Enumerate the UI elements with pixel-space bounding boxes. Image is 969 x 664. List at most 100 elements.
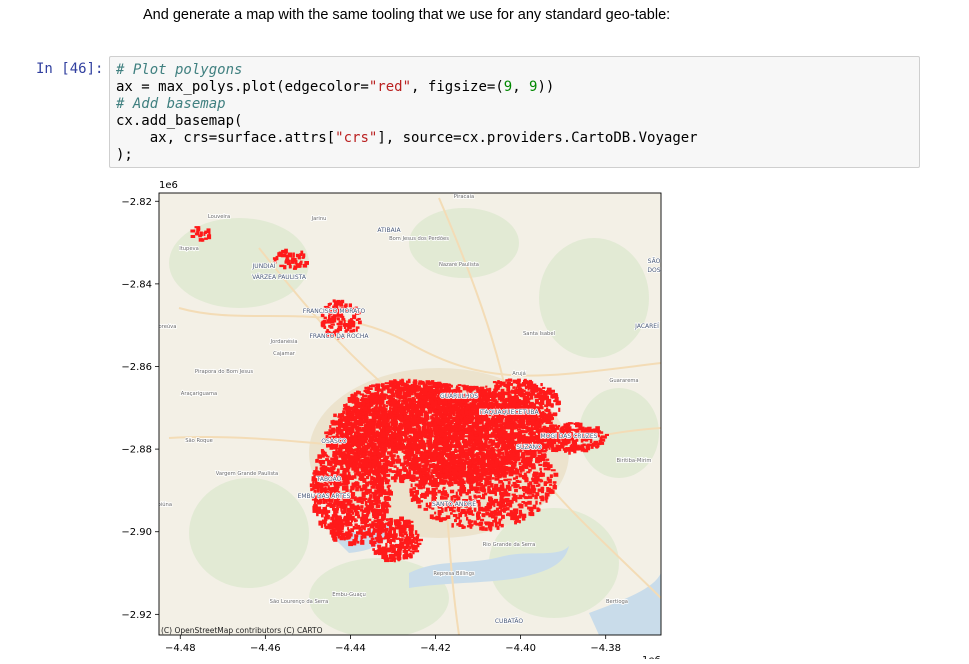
polygon	[495, 478, 500, 481]
polygon	[360, 488, 363, 492]
polygon	[347, 453, 350, 457]
polygon	[482, 433, 486, 438]
polygon	[354, 534, 358, 537]
polygon	[398, 433, 401, 435]
polygon	[528, 433, 532, 435]
polygon	[352, 396, 356, 399]
polygon	[414, 446, 417, 448]
polygon	[418, 505, 422, 509]
polygon	[493, 457, 495, 460]
green-area	[539, 238, 649, 358]
polygon	[439, 512, 442, 516]
polygon	[340, 466, 344, 471]
polygon	[418, 398, 421, 401]
code-editor[interactable]: # Plot polygons ax = max_polys.plot(edge…	[116, 62, 698, 164]
polygon	[375, 509, 378, 514]
polygon	[344, 459, 346, 463]
polygon	[338, 460, 342, 463]
polygon	[460, 459, 465, 461]
polygon	[359, 462, 361, 467]
code-token: ax, crs=surface.attrs[	[116, 130, 335, 146]
polygon	[328, 429, 332, 431]
polygon	[362, 460, 365, 465]
polygon	[367, 423, 370, 427]
polygon	[429, 464, 433, 468]
polygon	[504, 450, 506, 452]
polygon	[485, 527, 488, 531]
polygon	[467, 425, 472, 429]
polygon	[461, 418, 463, 421]
polygon	[343, 404, 347, 407]
polygon	[351, 518, 353, 523]
code-cell[interactable]: # Plot polygons ax = max_polys.plot(edge…	[109, 56, 920, 168]
polygon	[402, 443, 404, 445]
polygon	[361, 401, 363, 404]
polygon	[356, 448, 360, 452]
polygon	[518, 431, 523, 435]
polygon	[494, 473, 498, 476]
polygon	[434, 421, 436, 424]
polygon	[420, 494, 424, 498]
polygon	[358, 478, 362, 481]
polygon	[335, 510, 339, 513]
polygon	[539, 468, 542, 471]
polygon	[405, 428, 407, 431]
polygon	[455, 418, 459, 421]
polygon	[328, 469, 332, 473]
polygon	[433, 382, 436, 387]
polygon	[440, 496, 444, 500]
polygon	[346, 422, 350, 427]
polygon	[458, 513, 462, 517]
polygon	[393, 451, 398, 453]
polygon	[476, 512, 480, 517]
polygon	[399, 437, 402, 442]
polygon	[343, 481, 348, 485]
polygon	[399, 409, 402, 413]
polygon	[444, 442, 448, 446]
polygon	[409, 413, 413, 418]
polygon	[361, 415, 365, 420]
polygon	[349, 418, 353, 422]
polygon	[538, 464, 542, 466]
polygon	[375, 446, 379, 450]
polygon	[333, 429, 336, 431]
polygon	[392, 470, 396, 473]
polygon	[347, 413, 350, 418]
polygon	[345, 487, 348, 490]
polygon	[488, 496, 492, 501]
polygon	[424, 462, 428, 465]
polygon	[413, 434, 417, 437]
polygon	[374, 439, 376, 442]
polygon	[321, 455, 324, 458]
polygon	[348, 533, 353, 536]
polygon	[334, 421, 337, 424]
polygon	[464, 449, 468, 451]
code-token: ,	[512, 79, 529, 95]
polygon	[404, 434, 408, 437]
polygon	[488, 522, 491, 526]
polygon	[463, 423, 466, 427]
polygon	[361, 526, 365, 529]
polygon	[356, 497, 360, 500]
polygon	[320, 462, 322, 466]
polygon	[404, 460, 406, 465]
polygon	[426, 503, 428, 507]
polygon	[420, 451, 423, 454]
polygon	[463, 440, 466, 442]
polygon	[369, 463, 372, 465]
polygon	[333, 432, 335, 434]
polygon	[542, 448, 544, 452]
polygon	[429, 428, 432, 430]
polygon	[456, 421, 459, 424]
polygon	[459, 438, 462, 440]
polygon	[374, 399, 379, 404]
polygon	[505, 462, 510, 464]
polygon	[378, 419, 381, 421]
polygon	[453, 426, 456, 429]
polygon	[492, 477, 495, 480]
polygon	[326, 505, 330, 507]
polygon	[406, 460, 409, 464]
polygon	[515, 499, 517, 503]
polygon	[351, 494, 353, 498]
code-comment: # Add basemap	[116, 96, 226, 112]
